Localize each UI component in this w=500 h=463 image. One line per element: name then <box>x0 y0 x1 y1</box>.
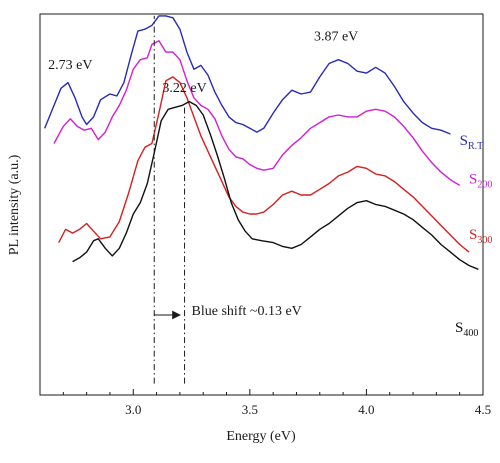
series-label-3: S400 <box>455 320 478 339</box>
series-line-2 <box>58 76 470 253</box>
annotation-4: Blue shift ~0.13 eV <box>192 304 302 319</box>
x-tick-label: 3.0 <box>125 402 141 417</box>
x-tick-label: 4.0 <box>358 402 374 417</box>
series-line-1 <box>53 40 461 186</box>
y-axis-title: PL intensity (a.u.) <box>7 154 22 255</box>
marker-layer <box>153 15 186 384</box>
annotation-2: 3.87 eV <box>314 30 358 45</box>
series-line-3 <box>72 100 479 270</box>
annotation-layer: 3.09 eV 2.73 eV 3.87 eV 3.22 eV Blue shift ~… <box>48 0 358 319</box>
series-label-layer: SR.T S200 S300 S400 <box>455 133 492 339</box>
series-layer <box>44 15 479 270</box>
annotation-0: 3.09 eV <box>132 0 176 1</box>
annotation-1: 2.73 eV <box>48 58 92 73</box>
x-axis-title: Energy (eV) <box>226 429 296 444</box>
plot-frame <box>39 13 484 396</box>
series-line-0 <box>44 15 451 135</box>
annotation-3: 3.22 eV <box>162 81 206 96</box>
series-label-0: SR.T <box>460 133 484 152</box>
x-tick-label: 3.5 <box>242 402 258 417</box>
series-label-1: S200 <box>469 172 492 191</box>
x-tick-label: 4.5 <box>475 402 491 417</box>
x-axis-ticks: 3.0 3.5 4.0 4.5 <box>62 389 491 417</box>
series-label-2: S300 <box>469 227 492 246</box>
